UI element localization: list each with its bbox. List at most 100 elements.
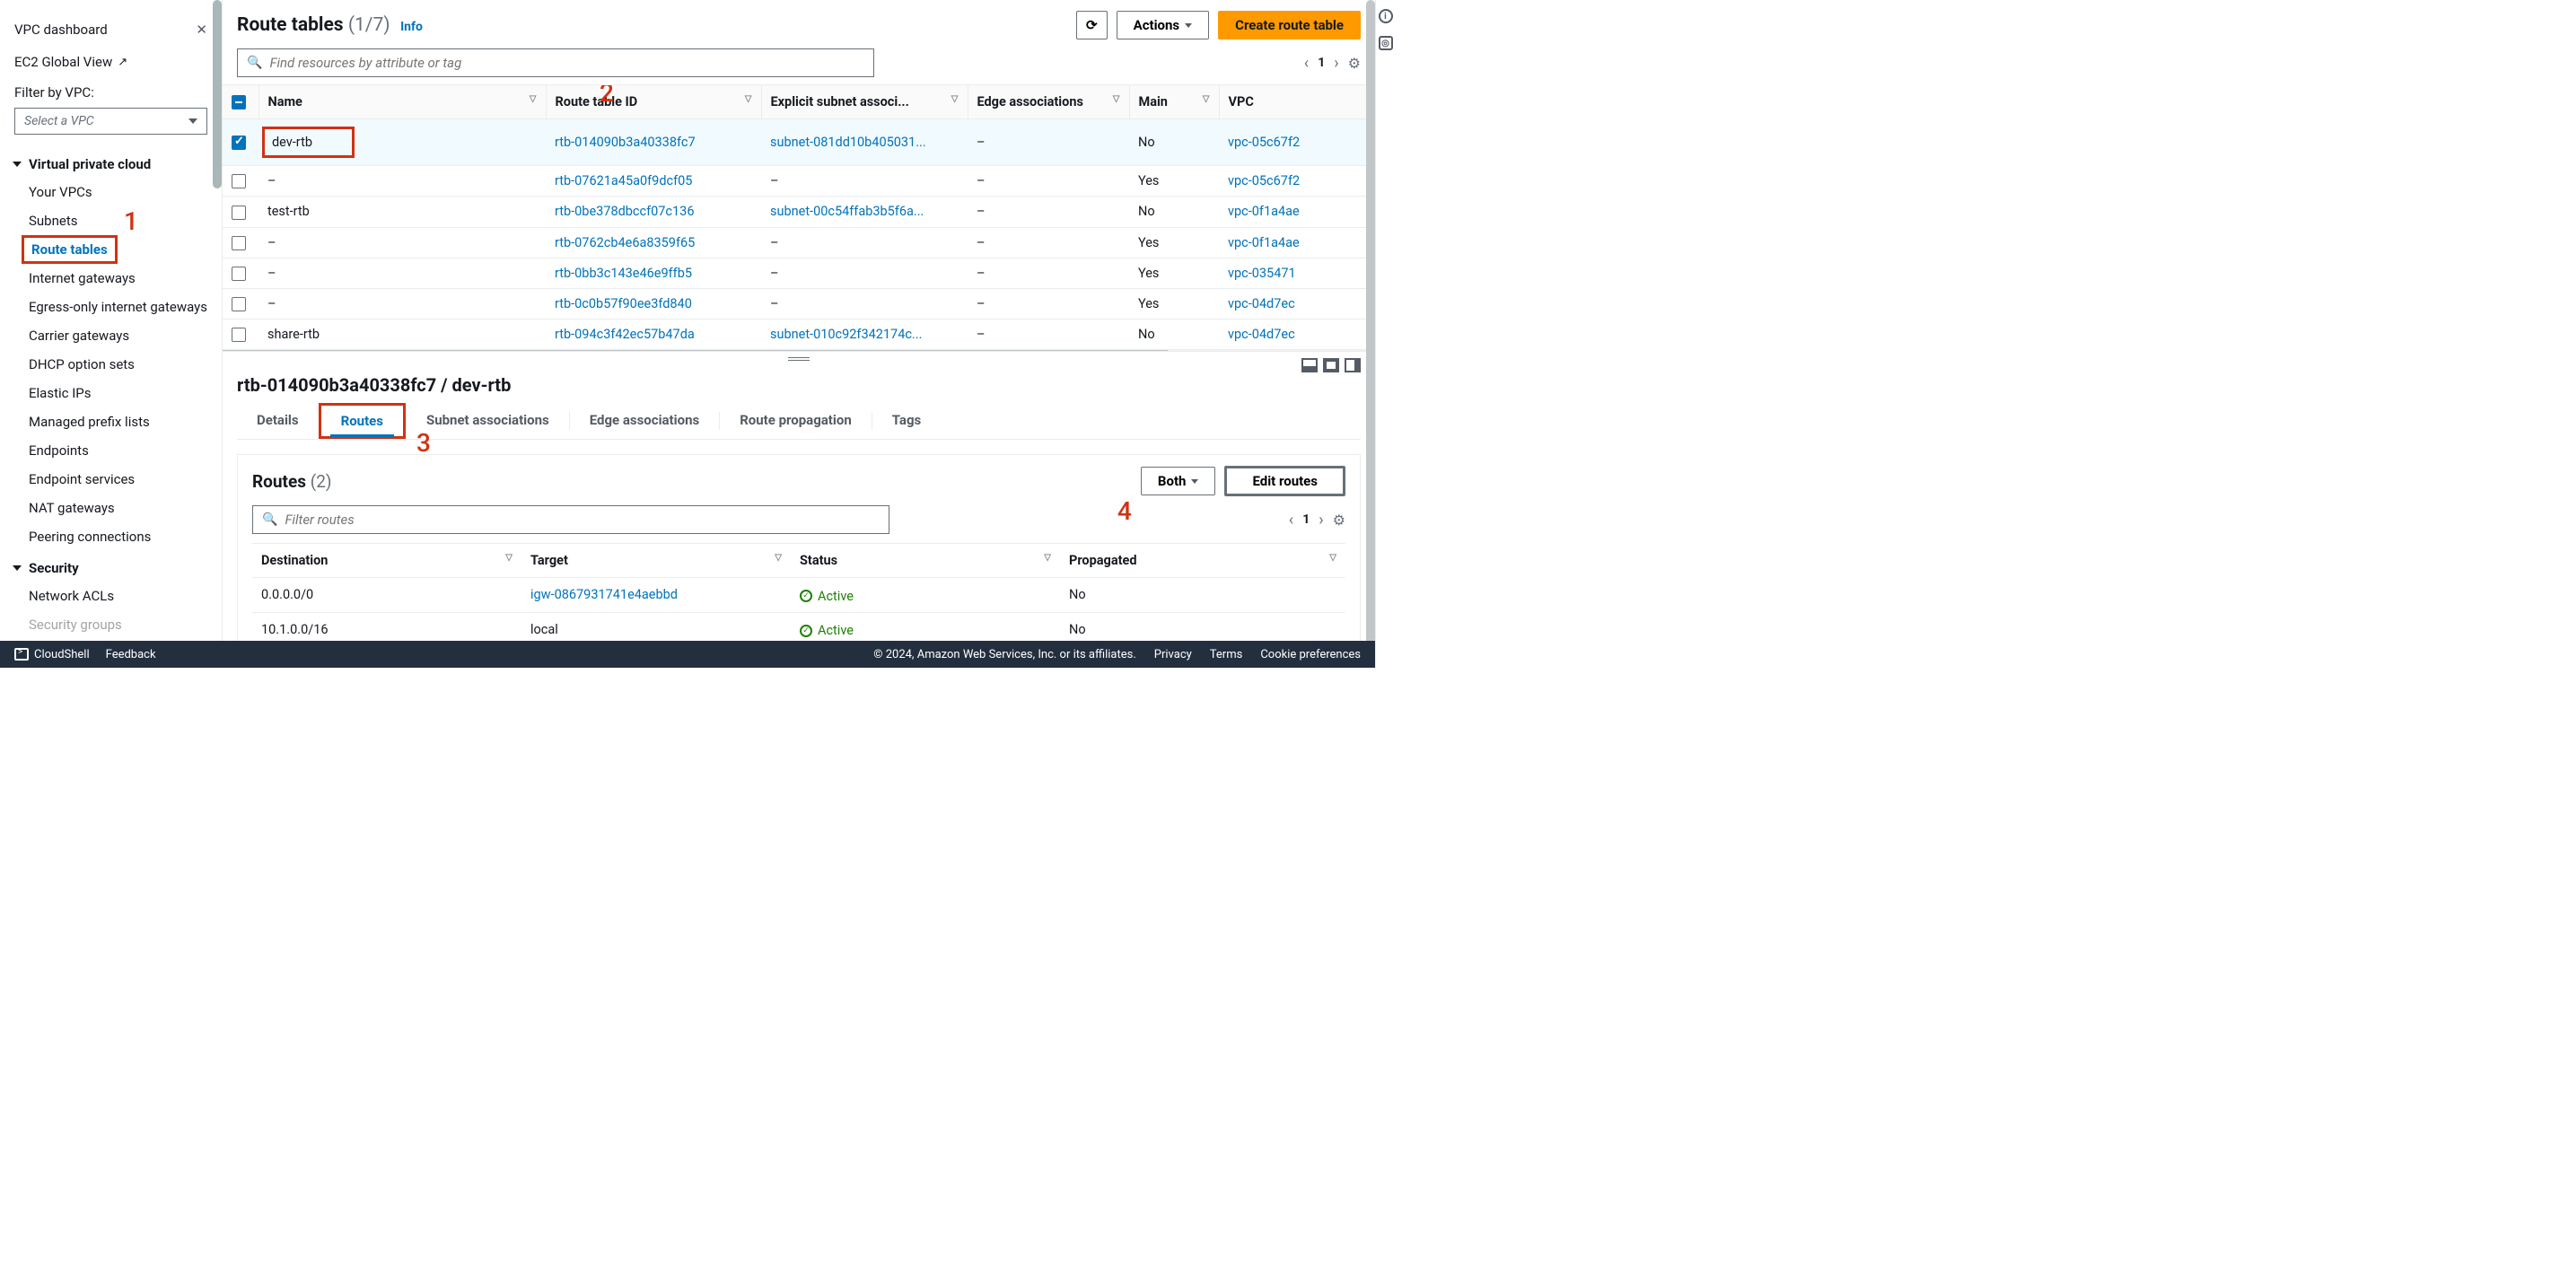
select-all-checkbox[interactable] [232,95,246,109]
sidebar-item-elastic-ips[interactable]: Elastic IPs [0,379,222,407]
feedback-link[interactable]: Feedback [106,648,156,661]
sidebar-item-endpoint-services[interactable]: Endpoint services [0,465,222,494]
sidebar-item-your-vpcs[interactable]: Your VPCs [0,178,222,206]
actions-button[interactable]: Actions [1117,11,1210,39]
close-icon[interactable]: ✕ [196,22,207,38]
subnet-cell: – [761,288,968,319]
vpc-link[interactable]: vpc-05c67f2 [1228,135,1300,150]
table-row[interactable]: – rtb-0bb3c143e46e9ffb5 – – Yes vpc-0354… [223,258,1375,288]
vpc-link[interactable]: vpc-05c67f2 [1228,173,1300,188]
row-checkbox[interactable] [232,236,246,250]
info-icon[interactable]: i [1379,9,1393,23]
prev-page-button[interactable]: ‹ [1304,54,1309,73]
chevron-down-icon [1191,479,1198,484]
route-table-link[interactable]: rtb-094c3f42ec57b47da [555,327,695,342]
table-row[interactable]: test-rtb rtb-0be378dbccf07c136 subnet-00… [223,197,1375,227]
target-link[interactable]: igw-0867931741e4aebbd [530,587,678,602]
check-icon: ✓ [800,625,812,637]
terms-link[interactable]: Terms [1210,648,1243,661]
sidebar-item-network-acls[interactable]: Network ACLs [0,582,222,610]
gear-icon[interactable]: ⚙ [1348,55,1361,72]
subnet-link[interactable]: subnet-00c54ffab3b5f6a... [770,204,924,219]
tab-edge-associations[interactable]: Edge associations [570,403,719,439]
refresh-button[interactable]: ⟳ [1076,11,1108,39]
privacy-link[interactable]: Privacy [1154,648,1192,661]
sidebar-item-nat-gateways[interactable]: NAT gateways [0,494,222,522]
filter-routes-input[interactable] [285,512,880,528]
sidebar-item-route-tables[interactable]: Route tables [22,235,118,264]
filter-routes-wrapper[interactable]: 🔍 [252,505,889,534]
table-row[interactable]: – rtb-0762cb4e6a8359f65 – – Yes vpc-0f1a… [223,227,1375,258]
grip-icon [788,357,810,361]
table-row[interactable]: – rtb-0c0b57f90ee3fd840 – – Yes vpc-04d7… [223,288,1375,319]
next-page-button[interactable]: › [1319,511,1323,530]
route-table-link[interactable]: rtb-07621a45a0f9dcf05 [555,173,692,188]
horizontal-scrollbar[interactable] [223,350,1375,351]
section-security[interactable]: Security [0,551,222,582]
subnet-link[interactable]: subnet-081dd10b405031... [770,135,926,150]
row-checkbox[interactable] [232,297,246,311]
row-checkbox[interactable] [232,174,246,188]
sidebar-item-dhcp[interactable]: DHCP option sets [0,350,222,379]
edge-cell: – [968,227,1129,258]
search-input[interactable] [269,55,864,71]
main-scrollbar[interactable] [1366,0,1375,664]
row-checkbox[interactable] [232,136,246,150]
layout-full-icon[interactable] [1323,358,1339,372]
edge-cell: – [968,258,1129,288]
sidebar-item-endpoints[interactable]: Endpoints [0,436,222,465]
gear-icon[interactable]: ⚙ [1333,512,1345,529]
table-row[interactable]: dev-rtb rtb-014090b3a40338fc7 subnet-081… [223,119,1375,166]
sidebar-item-security-groups[interactable]: Security groups [0,610,222,639]
name-cell: – [258,288,546,319]
search-input-wrapper[interactable]: 🔍 [237,48,874,77]
help-icon[interactable]: ◎ [1379,36,1393,50]
table-row[interactable]: – rtb-07621a45a0f9dcf05 – – Yes vpc-05c6… [223,166,1375,197]
sidebar-item-peering[interactable]: Peering connections [0,522,222,551]
sidebar-item-subnets[interactable]: Subnets [0,206,222,235]
vpc-link[interactable]: vpc-0f1a4ae [1228,235,1300,250]
sidebar-item-carrier-gateways[interactable]: Carrier gateways [0,321,222,350]
tab-details[interactable]: Details [237,403,319,439]
info-link[interactable]: Info [400,20,423,34]
edit-routes-button[interactable]: Edit routes [1224,466,1345,496]
route-table-link[interactable]: rtb-0762cb4e6a8359f65 [555,235,695,250]
create-route-table-button[interactable]: Create route table [1218,11,1361,39]
row-checkbox[interactable] [232,267,246,281]
route-table-link[interactable]: rtb-0be378dbccf07c136 [555,204,694,219]
both-filter-button[interactable]: Both [1141,467,1216,495]
tab-tags[interactable]: Tags [872,403,942,439]
prev-page-button[interactable]: ‹ [1289,511,1293,530]
section-vpc[interactable]: Virtual private cloud [0,147,222,178]
cookie-prefs-link[interactable]: Cookie preferences [1260,648,1361,661]
ec2-global-view-link[interactable]: EC2 Global View ↗ [0,48,222,75]
tab-route-propagation[interactable]: Route propagation [720,403,872,439]
vpc-dashboard-link[interactable]: VPC dashboard [14,22,108,38]
row-checkbox[interactable] [232,328,246,342]
vpc-select[interactable]: Select a VPC [14,108,207,135]
caret-icon [13,162,22,167]
tab-subnet-associations[interactable]: Subnet associations [407,403,569,439]
vpc-link[interactable]: vpc-035471 [1228,266,1296,281]
panel-splitter[interactable] [223,351,1375,365]
vpc-link[interactable]: vpc-04d7ec [1228,296,1295,311]
vpc-link[interactable]: vpc-0f1a4ae [1228,204,1300,219]
page-number: 1 [1318,56,1325,70]
sidebar-item-egress-only-igw[interactable]: Egress-only internet gateways [0,293,222,321]
row-checkbox[interactable] [232,206,246,220]
callout-3: 3 [416,428,431,458]
subnet-link[interactable]: subnet-010c92f342174c... [770,327,922,342]
vpc-link[interactable]: vpc-04d7ec [1228,327,1295,342]
layout-side-icon[interactable] [1345,358,1361,372]
sidebar-scrollbar[interactable] [213,0,222,188]
route-table-link[interactable]: rtb-0bb3c143e46e9ffb5 [555,266,692,281]
route-table-link[interactable]: rtb-014090b3a40338fc7 [555,135,696,150]
next-page-button[interactable]: › [1334,54,1338,73]
cloudshell-link[interactable]: CloudShell [14,648,90,661]
table-row[interactable]: share-rtb rtb-094c3f42ec57b47da subnet-0… [223,320,1375,350]
sidebar-item-internet-gateways[interactable]: Internet gateways [0,264,222,293]
layout-bottom-icon[interactable] [1301,358,1318,372]
route-table-link[interactable]: rtb-0c0b57f90ee3fd840 [555,296,692,311]
sidebar-item-managed-prefix-lists[interactable]: Managed prefix lists [0,407,222,436]
tab-routes[interactable]: Routes [319,403,406,439]
